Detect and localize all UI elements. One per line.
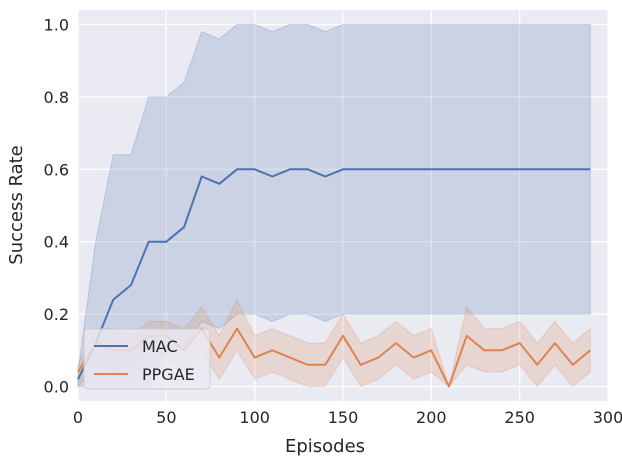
y-tick-label: 0.4 <box>44 233 69 252</box>
legend-label-ppgae: PPGAE <box>142 365 195 384</box>
x-tick-label: 100 <box>239 408 270 427</box>
y-tick-label: 1.0 <box>44 15 69 34</box>
x-tick-label: 0 <box>73 408 83 427</box>
x-tick-label: 150 <box>328 408 359 427</box>
x-tick-label: 200 <box>416 408 447 427</box>
x-axis-title: Episodes <box>285 436 365 457</box>
band-mac <box>77 24 591 387</box>
y-tick-label: 0.8 <box>44 88 69 107</box>
y-tick-labels: 0.0 0.2 0.4 0.6 0.8 1.0 <box>44 15 69 396</box>
y-tick-label: 0.6 <box>44 160 69 179</box>
series-line-mac <box>77 168 591 380</box>
x-tick-label: 50 <box>156 408 176 427</box>
confidence-bands <box>77 24 591 389</box>
y-tick-label: 0.2 <box>44 305 69 324</box>
legend: MAC PPGAE <box>83 328 211 390</box>
x-tick-label: 250 <box>504 408 535 427</box>
band-ppgae <box>77 298 591 389</box>
legend-label-mac: MAC <box>142 337 178 356</box>
x-tick-labels: 0 50 100 150 200 250 300 <box>73 408 622 427</box>
y-tick-label: 0.0 <box>44 378 69 397</box>
y-axis-title: Success Rate <box>6 145 27 264</box>
x-tick-label: 300 <box>593 408 622 427</box>
